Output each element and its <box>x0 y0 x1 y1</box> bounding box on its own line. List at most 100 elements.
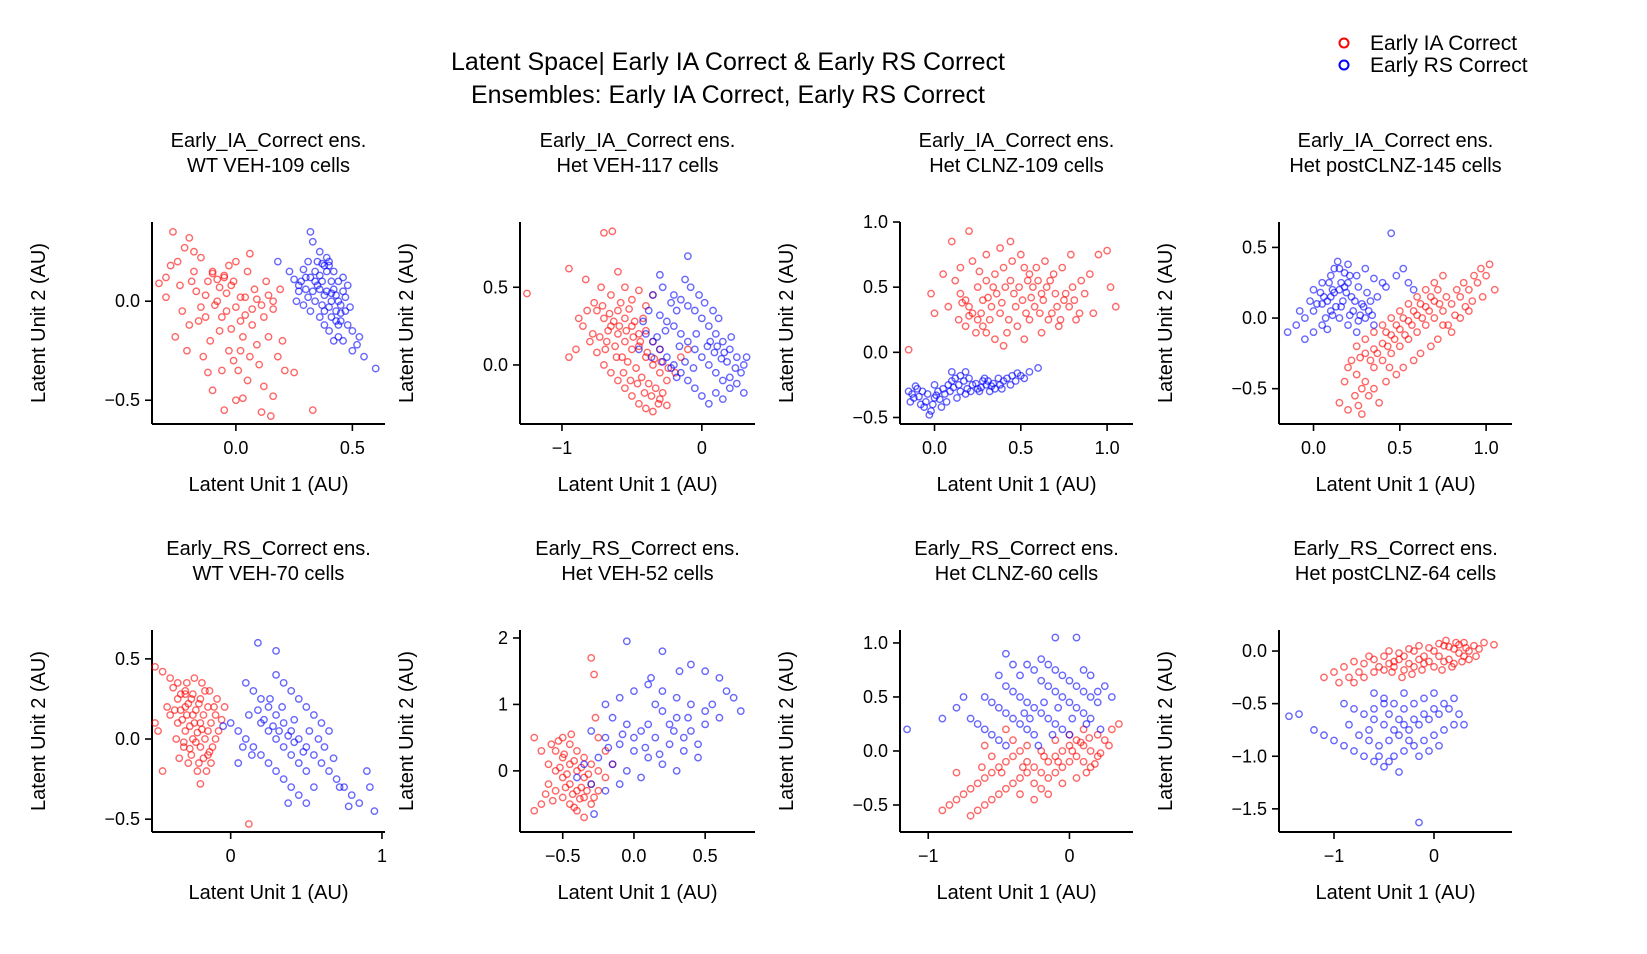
scatter-point <box>1451 311 1459 320</box>
scatter-point <box>335 783 344 792</box>
scatter-point <box>284 731 293 740</box>
scatter-point <box>1323 325 1332 334</box>
scatter-point <box>590 298 599 307</box>
scatter-point <box>211 711 220 719</box>
scatter-point <box>1440 657 1448 666</box>
scatter-point <box>214 727 223 735</box>
scatter-point <box>217 366 226 375</box>
scatter-point <box>1082 768 1091 777</box>
scatter-point <box>201 687 209 695</box>
scatter-point <box>637 373 646 382</box>
scatter-point <box>1442 636 1450 645</box>
scatter-point <box>360 352 368 361</box>
scatter-point <box>1076 738 1085 747</box>
scatter-point <box>175 754 184 763</box>
scatter-point <box>190 247 198 256</box>
scatter-point <box>1030 730 1039 739</box>
scatter-point <box>661 326 670 335</box>
scatter-point <box>1408 670 1416 679</box>
scatter-point <box>1027 293 1036 302</box>
scatter-point <box>1037 709 1046 718</box>
scatter-point <box>190 719 199 727</box>
scatter-point <box>247 751 256 759</box>
scatter-point <box>547 740 556 749</box>
subplot-title-line2: Het CLNZ-60 cells <box>935 563 1098 585</box>
series-early-ia-correct <box>938 720 1123 820</box>
scatter-point <box>1357 410 1366 419</box>
scatter-point <box>938 806 947 815</box>
scatter-point <box>591 713 600 722</box>
scatter-point <box>612 353 621 362</box>
scatter-point <box>1375 398 1384 407</box>
scatter-point <box>987 382 996 391</box>
scatter-point <box>194 317 203 325</box>
series-early-ia-correct <box>523 227 692 416</box>
scatter-point <box>1373 292 1382 301</box>
scatter-point <box>718 376 727 385</box>
scatter-point <box>1380 762 1388 771</box>
series-early-rs-correct <box>573 637 745 818</box>
scatter-point <box>1359 302 1368 311</box>
scatter-point <box>1456 292 1465 301</box>
scatter-point <box>608 227 617 236</box>
scatter-point <box>1086 671 1095 680</box>
scatter-point <box>742 353 751 362</box>
scatter-point <box>1440 726 1448 734</box>
scatter-point <box>567 730 576 739</box>
series-early-ia-correct <box>155 228 317 420</box>
scatter-point <box>1345 720 1353 729</box>
scatter-point <box>1093 698 1102 707</box>
y-axis-label: Latent Unit 2 (AU) <box>28 651 50 811</box>
scatter-point <box>306 273 315 282</box>
scatter-point <box>190 674 199 682</box>
scatter-point <box>348 346 357 355</box>
scatter-point <box>294 791 303 800</box>
scatter-point <box>973 283 982 292</box>
scatter-point <box>1350 678 1358 687</box>
scatter-point <box>1051 768 1060 777</box>
scatter-point <box>269 392 278 401</box>
scatter-point <box>982 276 991 285</box>
scatter-point <box>975 387 984 396</box>
scatter-point <box>587 780 596 789</box>
scatter-point <box>601 773 610 782</box>
x-tick-label: 0 <box>1429 846 1439 866</box>
scatter-point <box>938 714 947 723</box>
scatter-point <box>329 754 338 763</box>
scatter-point <box>951 276 960 285</box>
scatter-point <box>622 637 631 646</box>
scatter-point <box>544 760 553 769</box>
scatter-point <box>1380 666 1388 674</box>
scatter-point <box>1335 678 1343 687</box>
scatter-point <box>205 747 214 756</box>
scatter-point <box>1407 321 1416 330</box>
scatter-point <box>710 348 719 357</box>
scatter-point <box>1079 666 1088 674</box>
scatter-point <box>1370 668 1378 676</box>
scatter-point <box>1370 384 1378 393</box>
scatter-point <box>700 298 709 307</box>
scatter-point <box>583 786 591 795</box>
scatter-point <box>1352 370 1361 379</box>
scatter-point <box>1383 342 1392 351</box>
scatter-point <box>308 287 317 296</box>
scatter-point <box>683 252 692 261</box>
scatter-point <box>701 720 710 729</box>
scatter-point <box>198 679 206 687</box>
scatter-point <box>1025 315 1034 324</box>
scatter-point <box>729 693 738 702</box>
series-early-rs-correct <box>904 364 1042 419</box>
scatter-point <box>634 399 643 408</box>
scatter-point <box>647 673 655 682</box>
scatter-point <box>1105 741 1113 750</box>
scatter-point <box>966 784 975 793</box>
scatter-point <box>198 725 206 734</box>
scatter-point <box>231 303 240 312</box>
scatter-point <box>672 713 681 722</box>
scatter-point <box>1433 335 1442 344</box>
scatter-point <box>1072 633 1081 642</box>
y-axis-label: Latent Unit 2 (AU) <box>28 243 50 403</box>
scatter-point <box>987 795 996 804</box>
scatter-point <box>1392 370 1401 379</box>
scatter-point <box>1009 687 1017 696</box>
